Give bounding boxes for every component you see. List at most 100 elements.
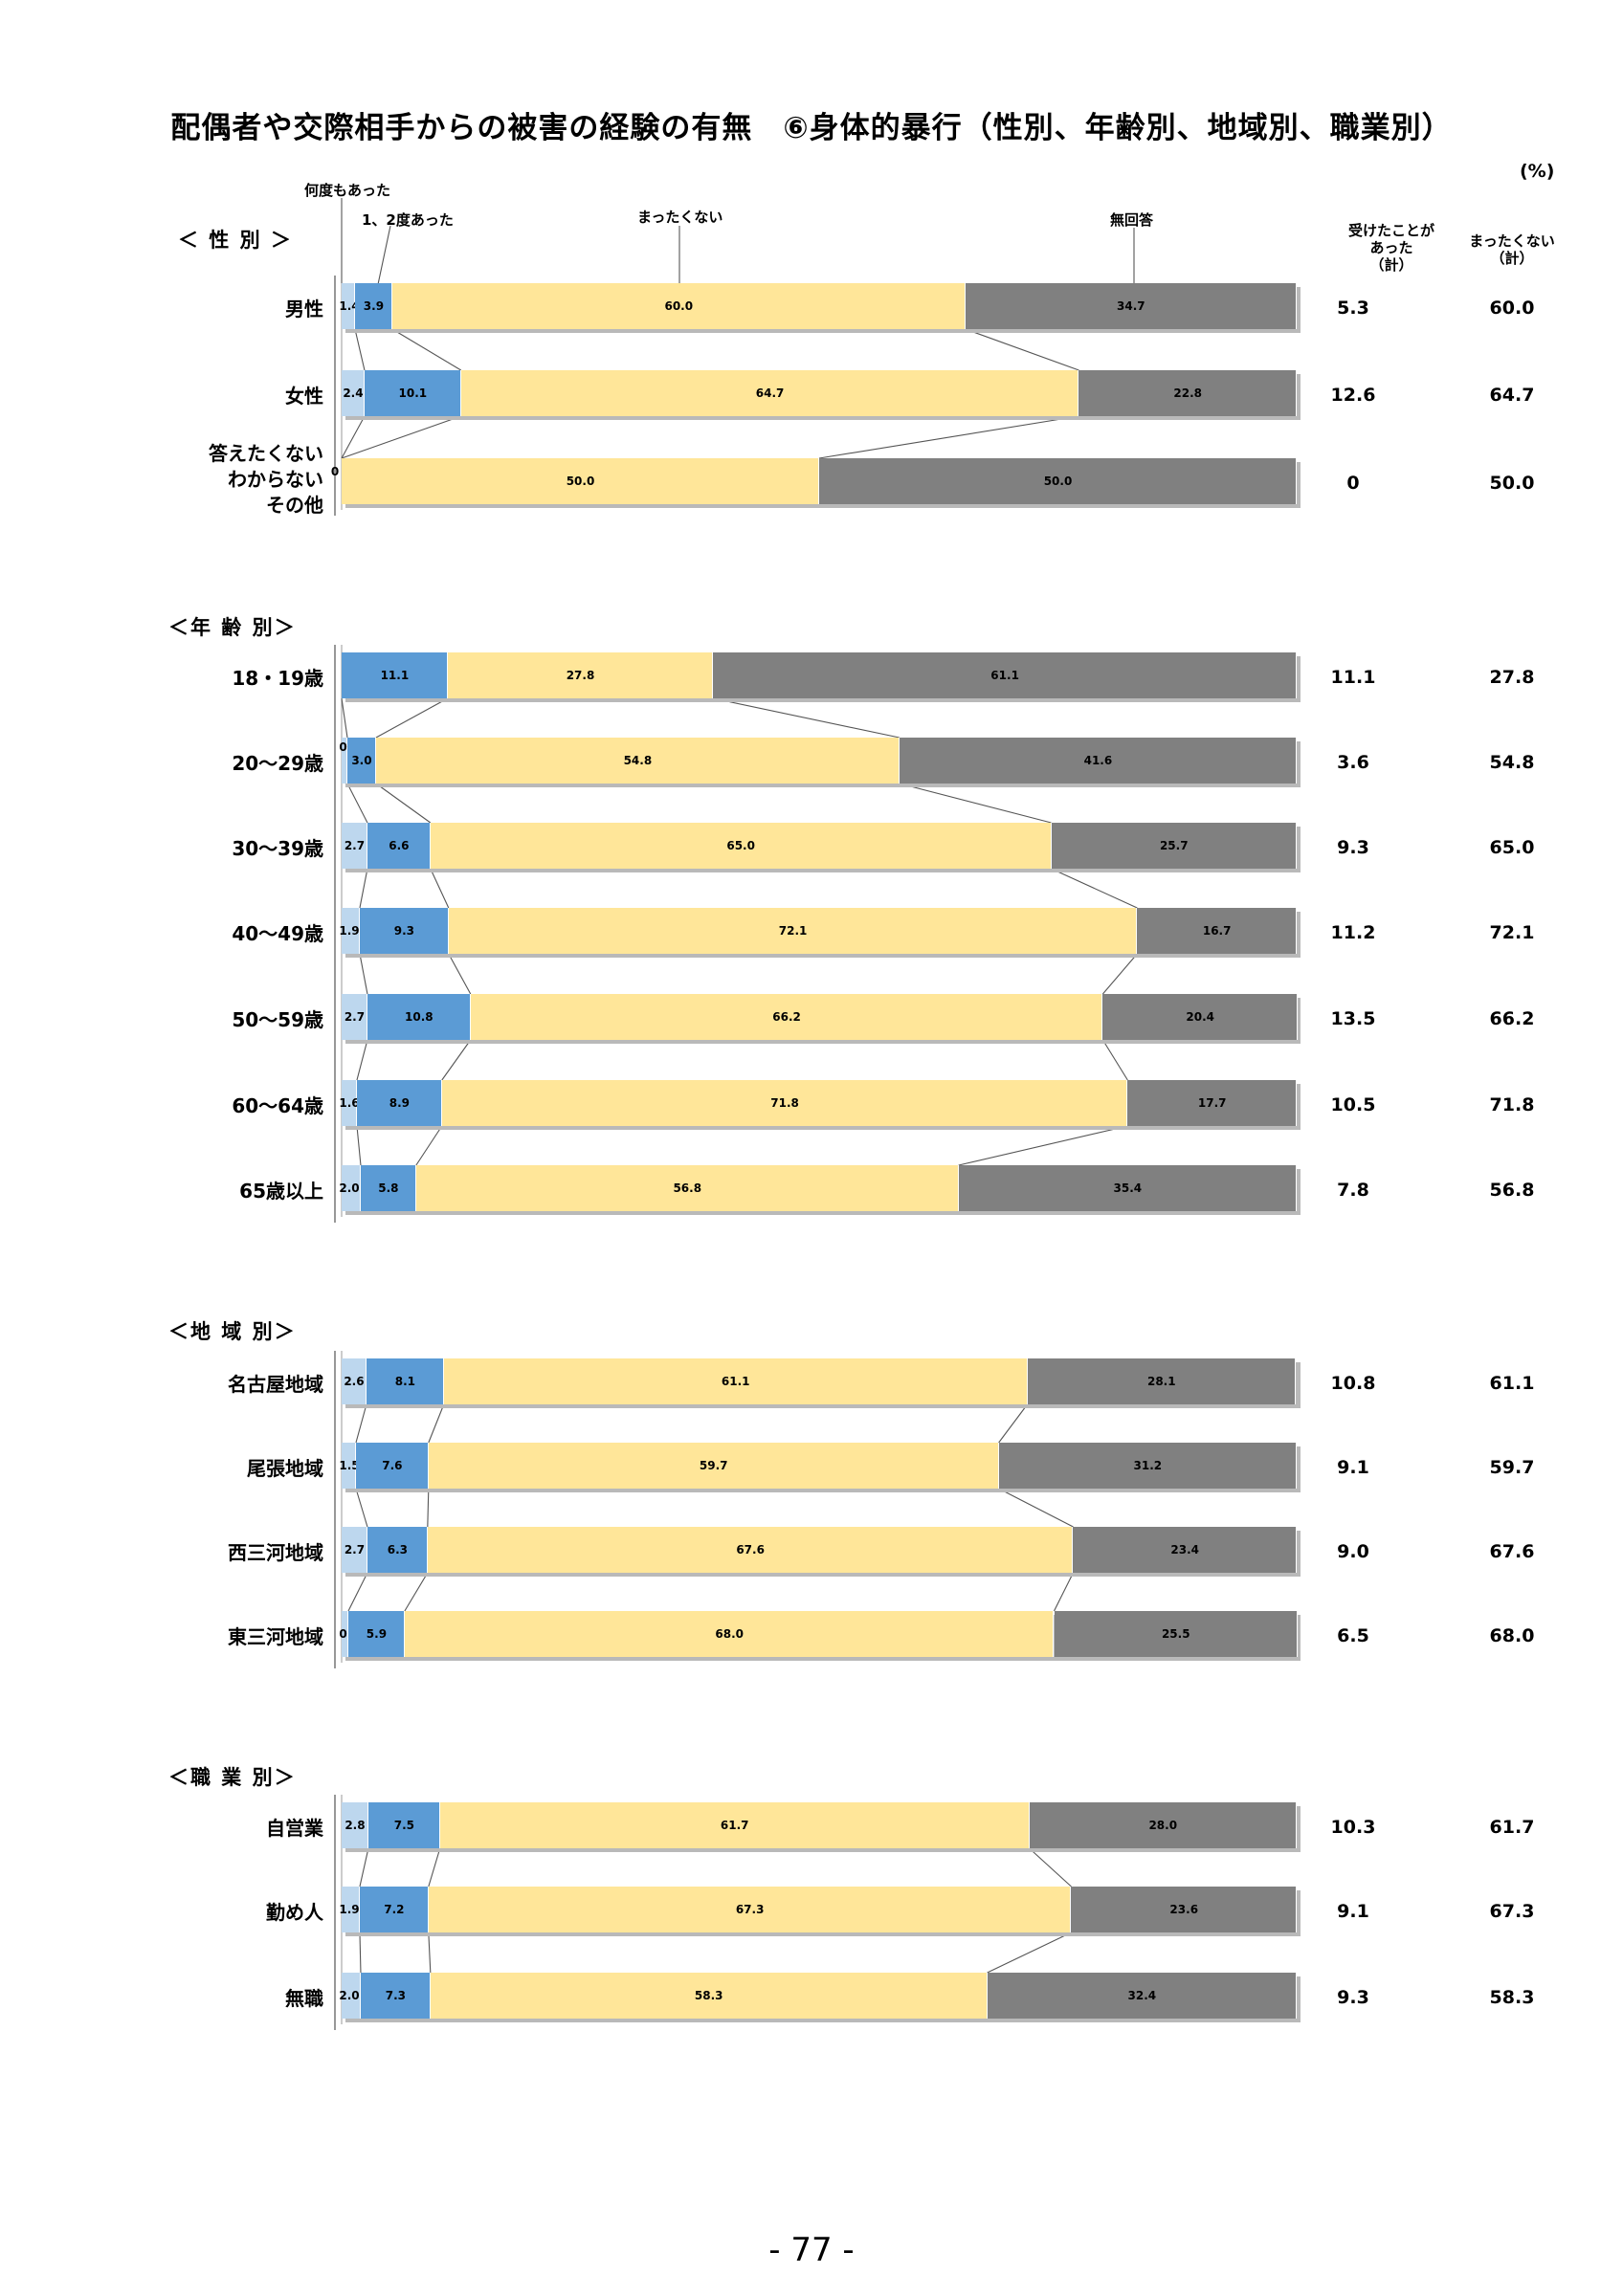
data-label: 54.8 <box>623 754 653 767</box>
bar-segment-once-twice <box>367 1527 428 1573</box>
legend-never: まったくない <box>637 209 723 226</box>
row-label: 答えたくない わからない その他 <box>209 442 323 517</box>
group-heading: ＜ 性 別 ＞ <box>178 229 293 252</box>
data-label: 28.1 <box>1146 1375 1176 1388</box>
row-label: 男性 <box>285 298 323 320</box>
row-label: 名古屋地域 <box>228 1373 323 1396</box>
bar-segment-many-times <box>342 1802 368 1848</box>
summary-header-experienced: 受けたことが あった （計） <box>1347 222 1434 274</box>
experienced-total: 11.1 <box>1330 667 1376 688</box>
bar-segment-no-answer <box>1029 1802 1297 1848</box>
data-label: 72.1 <box>778 924 808 938</box>
unit-label: (%) <box>1520 161 1555 182</box>
bar-segment-once-twice <box>346 738 376 784</box>
data-label: 22.8 <box>1173 386 1203 400</box>
bar-segment-once-twice <box>354 283 392 329</box>
bar-segment-no-answer <box>1102 994 1298 1040</box>
never-total: 67.6 <box>1489 1541 1535 1562</box>
data-label: 7.6 <box>382 1459 403 1472</box>
row-label: 無職 <box>285 1987 323 2010</box>
row-label: 30～39歳 <box>232 837 323 860</box>
data-label: 61.1 <box>721 1375 750 1388</box>
experienced-total: 5.3 <box>1337 298 1369 319</box>
bar-segment-once-twice <box>356 1080 442 1126</box>
data-label: 2.7 <box>344 1010 366 1024</box>
never-total: 58.3 <box>1489 1987 1535 2008</box>
never-total: 65.0 <box>1489 837 1535 858</box>
bar-segment-never <box>430 823 1052 869</box>
data-label: 6.3 <box>387 1543 409 1556</box>
bar-segment-never <box>470 994 1103 1040</box>
experienced-total: 13.5 <box>1330 1008 1376 1029</box>
experienced-total: 10.8 <box>1330 1373 1376 1394</box>
row-label: 東三河地域 <box>228 1625 323 1648</box>
never-total: 66.2 <box>1489 1008 1535 1029</box>
experienced-total: 11.2 <box>1330 922 1376 943</box>
row-label: 女性 <box>285 385 323 408</box>
bar-segment-no-answer <box>1127 1080 1297 1126</box>
data-label: 25.7 <box>1159 839 1189 852</box>
group-heading: ＜職 業 別＞ <box>168 1766 297 1789</box>
legend-many-times: 何度もあった <box>304 182 391 199</box>
data-label: 31.2 <box>1133 1459 1163 1472</box>
data-label: 3.9 <box>363 299 385 313</box>
bar-segment-no-answer <box>987 1973 1297 2019</box>
never-total: 56.8 <box>1489 1180 1535 1201</box>
bar-segment-many-times <box>342 1443 356 1489</box>
bar-segment-no-answer <box>998 1443 1297 1489</box>
never-total: 54.8 <box>1489 752 1535 773</box>
data-label: 25.5 <box>1161 1627 1190 1641</box>
data-label: 27.8 <box>566 669 595 682</box>
bar-segment-never <box>443 1358 1028 1404</box>
data-label: 2.0 <box>339 1181 360 1195</box>
data-label: 9.3 <box>393 924 414 938</box>
row-label: 自営業 <box>266 1817 323 1840</box>
data-label: 23.4 <box>1170 1543 1200 1556</box>
bar-segment-no-answer <box>1051 823 1297 869</box>
experienced-total: 9.1 <box>1337 1901 1369 1922</box>
summary-header-never-total: まったくない （計） <box>1469 232 1555 267</box>
bar-segment-never <box>441 1080 1128 1126</box>
experienced-total: 0 <box>1346 473 1360 494</box>
bar-segment-many-times <box>342 908 360 954</box>
data-label: 32.4 <box>1127 1989 1157 2002</box>
group-heading: ＜地 域 別＞ <box>168 1320 297 1343</box>
bar-segment-many-times <box>342 994 367 1040</box>
data-label: 34.7 <box>1117 299 1145 313</box>
bar-segment-once-twice <box>360 1973 431 2019</box>
data-label: 71.8 <box>770 1096 799 1110</box>
bar-segment-once-twice <box>367 1802 440 1848</box>
bar-segment-never <box>428 1443 999 1489</box>
bar-segment-never <box>447 652 714 698</box>
data-label: 7.3 <box>385 1989 407 2002</box>
bar-segment-no-answer <box>1073 1527 1297 1573</box>
data-label: 5.9 <box>366 1627 388 1641</box>
data-label: 60.0 <box>664 299 694 313</box>
data-label: 66.2 <box>772 1010 801 1024</box>
never-total: 72.1 <box>1489 922 1535 943</box>
bar-segment-many-times <box>342 1358 367 1404</box>
bar-segment-once-twice <box>342 652 448 698</box>
bar-segment-once-twice <box>355 1443 429 1489</box>
bar-segment-no-answer <box>819 458 1297 504</box>
data-label: 5.8 <box>378 1181 399 1195</box>
data-label: 10.1 <box>398 386 428 400</box>
group-heading: ＜年 齢 別＞ <box>168 616 297 639</box>
bar-segment-once-twice <box>359 1887 429 1932</box>
bar-segment-never <box>404 1611 1055 1657</box>
data-label: 59.7 <box>699 1459 728 1472</box>
bar-segment-never <box>439 1802 1030 1848</box>
row-label: 西三河地域 <box>228 1541 323 1564</box>
data-label: 1.9 <box>339 924 360 938</box>
bar-segment-many-times <box>342 370 365 416</box>
data-label: 50.0 <box>566 475 595 488</box>
bar-segment-many-times <box>342 1887 360 1932</box>
experienced-total: 10.5 <box>1330 1094 1376 1115</box>
never-total: 64.7 <box>1489 385 1535 406</box>
never-total: 61.1 <box>1489 1373 1535 1394</box>
data-label: 8.9 <box>389 1096 411 1110</box>
experienced-total: 9.3 <box>1337 837 1369 858</box>
data-label: 11.1 <box>380 669 410 682</box>
bar-segment-no-answer <box>1137 908 1297 954</box>
